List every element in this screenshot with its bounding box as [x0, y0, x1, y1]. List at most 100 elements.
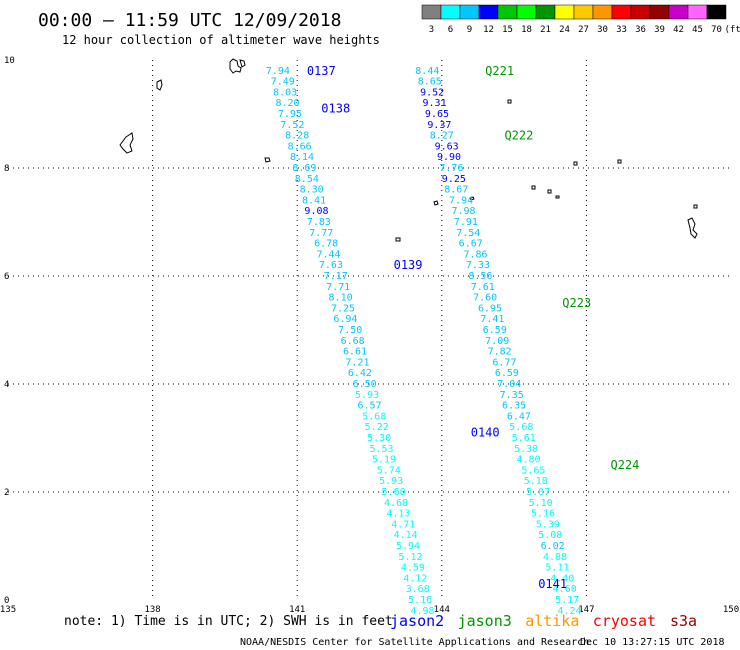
y-tick-label: 0 — [4, 596, 9, 606]
swh-value: 5.65 — [521, 465, 545, 476]
swh-value: 4.14 — [394, 530, 418, 541]
x-tick-label: 150 — [723, 605, 739, 615]
map-title: 00:00 – 11:59 UTC 12/09/2018 — [38, 10, 341, 31]
color-scale-swatch — [630, 4, 651, 20]
swh-value: 5.53 — [370, 444, 394, 455]
swh-value: 6.61 — [343, 347, 367, 358]
swh-value: 6.47 — [507, 411, 531, 422]
color-scale-swatch — [706, 4, 727, 20]
pass-label: Q224 — [611, 458, 640, 472]
swh-value: 4.59 — [401, 563, 425, 574]
swh-value: 7.52 — [280, 120, 304, 131]
swh-value: 4.98 — [410, 606, 434, 617]
swh-value: 7.33 — [466, 260, 490, 271]
color-scale-swatch — [516, 4, 537, 20]
swh-value: 7.17 — [324, 271, 348, 282]
swh-value: 7.25 — [331, 303, 355, 314]
color-scale-swatch — [611, 4, 632, 20]
swh-value: 6.68 — [341, 336, 365, 347]
y-tick-label: 10 — [4, 56, 15, 66]
swh-value: 7.09 — [485, 336, 509, 347]
swh-value: 5.93 — [379, 476, 403, 487]
island-small-2 — [395, 237, 401, 242]
swh-value: 7.95 — [278, 109, 302, 120]
swh-value: 7.91 — [454, 217, 478, 228]
pass-labels: 0137 0138 0139 0140 0141 Q221 Q222 Q223 Q224 — [307, 64, 640, 591]
swh-value: 7.94 — [266, 66, 290, 77]
color-scale-swatch — [687, 4, 708, 20]
mission-label: cryosat — [593, 612, 656, 630]
swh-value: 5.22 — [365, 422, 389, 433]
swh-value: 7.35 — [500, 390, 524, 401]
swh-value: 5.17 — [555, 595, 579, 606]
swh-value: 7.98 — [451, 206, 475, 217]
color-scale-swatch — [497, 4, 518, 20]
color-scale-label: 70 — [711, 25, 722, 35]
pass-label: 0139 — [394, 258, 423, 272]
swh-value: 6.50 — [353, 379, 377, 390]
pass-label: 0141 — [538, 577, 567, 591]
swh-value: 6.67 — [459, 239, 483, 250]
footer-timestamp: Dec 10 13:27:15 UTC 2018 — [580, 637, 725, 648]
pass-label: Q223 — [562, 296, 591, 310]
mission-label: jason2 — [390, 612, 444, 630]
swh-value: 4.13 — [386, 509, 410, 520]
pass-label: 0137 — [307, 64, 336, 78]
swh-value: 7.71 — [326, 282, 350, 293]
swh-value: 9.90 — [437, 152, 461, 163]
swh-value: 6.57 — [357, 401, 381, 412]
color-scale-swatch — [573, 4, 594, 20]
swh-value: 7.44 — [316, 249, 340, 260]
color-scale-swatch — [592, 4, 613, 20]
color-scale-label: 3 — [429, 25, 434, 35]
swh-value: 5.12 — [398, 552, 422, 563]
swh-value: 5.18 — [524, 476, 548, 487]
swh-value: 5.60 — [382, 487, 406, 498]
swh-value: 8.20 — [276, 98, 300, 109]
altimeter-tracks: 7.947.498.038.207.957.528.288.668.148.69… — [266, 66, 582, 617]
color-scale-label: 18 — [521, 25, 532, 35]
pass-label: Q222 — [504, 129, 533, 143]
swh-value: 8.03 — [273, 87, 297, 98]
color-scale-label: 15 — [502, 25, 513, 35]
swh-value: 8.56 — [468, 271, 492, 282]
island-small-1 — [264, 157, 271, 163]
swh-value: 8.10 — [329, 293, 353, 304]
swh-value: 5.39 — [536, 519, 560, 530]
swh-value: 7.61 — [471, 282, 495, 293]
y-tick-label: 2 — [4, 488, 9, 498]
swh-value: 7.50 — [338, 325, 362, 336]
swh-value: 3.68 — [406, 584, 430, 595]
swh-value: 7.77 — [309, 228, 333, 239]
swh-value: 7.54 — [456, 228, 480, 239]
swh-value: 9.31 — [423, 98, 447, 109]
island-small-4 — [507, 99, 622, 166]
island-ngulu — [156, 79, 163, 91]
swh-value: 5.74 — [377, 465, 401, 476]
island-pohnpei — [687, 204, 698, 239]
swh-value: 8.14 — [290, 152, 314, 163]
color-scale-swatch — [649, 4, 670, 20]
swh-value: 6.77 — [492, 357, 516, 368]
swh-value: 6.59 — [483, 325, 507, 336]
swh-value: 4.12 — [403, 573, 427, 584]
swh-value: 6.42 — [348, 368, 372, 379]
swh-value: 7.82 — [488, 347, 512, 358]
x-tick-label: 144 — [434, 605, 450, 615]
swh-value: 8.67 — [444, 185, 468, 196]
color-scale-swatch — [478, 4, 499, 20]
island-chuuk — [531, 185, 560, 199]
pass-label: 0140 — [471, 426, 500, 440]
swh-value: 5.68 — [362, 411, 386, 422]
pass-label: Q221 — [485, 64, 514, 78]
swh-value: 8.54 — [295, 174, 319, 185]
swh-value: 4.80 — [517, 455, 541, 466]
swh-value: 6.95 — [478, 303, 502, 314]
swh-value: 5.30 — [367, 433, 391, 444]
swh-value: 7.63 — [319, 260, 343, 271]
x-tick-label: 138 — [144, 605, 160, 615]
color-scale-label: 36 — [635, 25, 646, 35]
swh-value: 7.41 — [480, 314, 504, 325]
color-scale-label: 45 — [692, 25, 703, 35]
